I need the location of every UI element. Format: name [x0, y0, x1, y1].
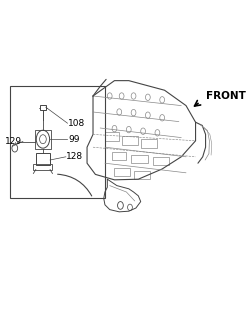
Bar — [153, 157, 169, 165]
Bar — [112, 152, 127, 160]
Text: 128: 128 — [66, 152, 83, 161]
Text: 99: 99 — [68, 135, 79, 144]
Bar — [141, 139, 158, 148]
Bar — [10, 86, 105, 198]
Text: 129: 129 — [5, 137, 22, 146]
Bar — [35, 130, 51, 149]
Bar — [33, 164, 52, 170]
Text: 108: 108 — [68, 119, 85, 128]
Bar — [122, 136, 138, 145]
Bar — [105, 132, 119, 141]
Bar — [131, 155, 148, 163]
Bar — [40, 105, 46, 110]
Bar — [114, 168, 130, 176]
Text: FRONT: FRONT — [206, 91, 246, 101]
Bar — [134, 171, 150, 179]
Bar — [36, 153, 50, 165]
